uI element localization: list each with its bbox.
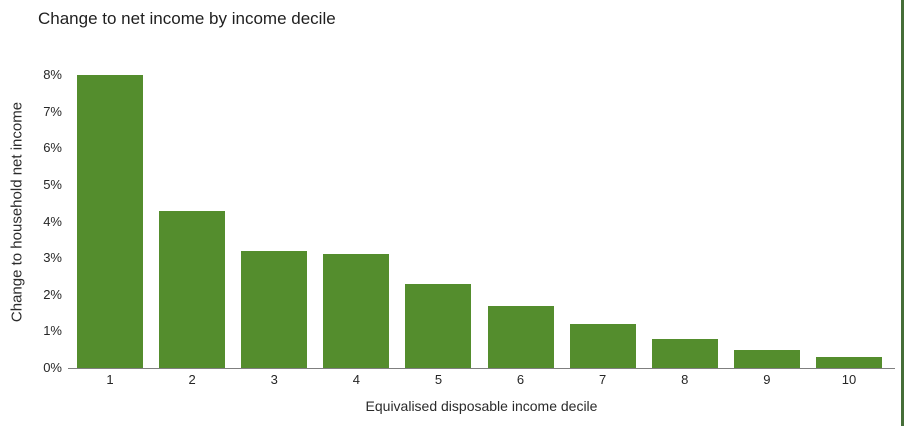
- y-tick-label: 4%: [43, 213, 62, 229]
- x-tick-label: 6: [516, 372, 525, 387]
- bar-decile-1: [77, 75, 143, 368]
- y-tick-label: 7%: [43, 103, 62, 119]
- bar-decile-4: [323, 254, 390, 368]
- y-tick-label: 1%: [43, 323, 62, 339]
- x-tick-label: 8: [681, 372, 689, 387]
- x-tick-label: 10: [841, 372, 857, 387]
- x-tick-label: 2: [188, 372, 196, 387]
- y-tick-label: 8%: [43, 67, 62, 82]
- y-tick-label: 6%: [43, 140, 62, 156]
- bar-series: [77, 75, 882, 368]
- y-tick-label: 3%: [43, 250, 62, 266]
- x-axis-ticks: 1 2 3 4 5 6 7 8 9 10: [77, 372, 882, 387]
- y-tick-label: 2%: [43, 286, 62, 302]
- x-tick-label: 4: [352, 372, 360, 387]
- bar-decile-3: [241, 250, 308, 368]
- x-tick-label: 7: [599, 372, 607, 387]
- chart-title: Change to net income by income decile: [38, 9, 336, 28]
- x-tick-label: 1: [106, 372, 114, 387]
- bar-decile-7: [569, 324, 636, 368]
- bar-decile-9: [733, 349, 800, 368]
- bar-decile-5: [405, 283, 472, 368]
- bar-decile-6: [487, 305, 554, 368]
- x-tick-label: 3: [270, 372, 278, 387]
- bar-decile-10: [815, 357, 882, 368]
- bar-decile-2: [159, 210, 226, 368]
- x-tick-label: 9: [763, 372, 771, 387]
- x-axis-label: Equivalised disposable income decile: [365, 398, 598, 414]
- bar-decile-8: [651, 338, 718, 368]
- y-tick-label: 5%: [43, 176, 62, 192]
- chart-plot-area: 0% 1% 2% 3% 4% 5% 6% 7% 8% 1 2 3 4 5 6 7 8 9 10 Equivalis…: [43, 67, 895, 414]
- x-tick-label: 5: [434, 372, 443, 387]
- y-tick-label: 0%: [43, 360, 62, 375]
